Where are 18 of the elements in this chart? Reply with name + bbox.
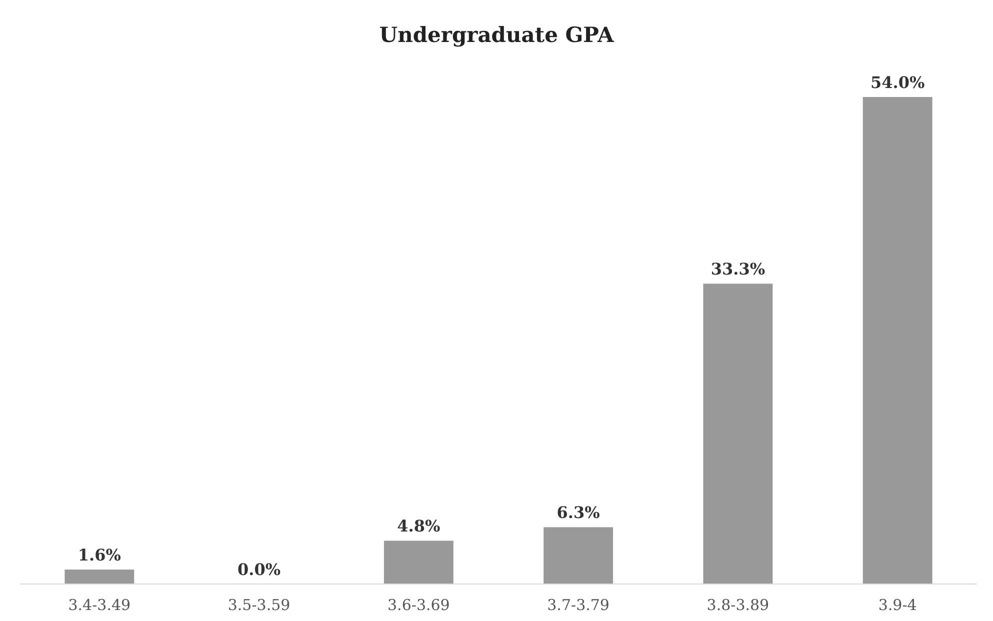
bar xyxy=(64,570,134,584)
data-label: 0.0% xyxy=(238,560,281,579)
x-tick-label: 3.7-3.79 xyxy=(547,596,610,614)
x-tick-label: 3.5-3.59 xyxy=(228,596,290,614)
data-label: 54.0% xyxy=(870,73,925,92)
bar xyxy=(384,540,454,584)
x-tick-label: 3.9-4 xyxy=(878,596,917,614)
x-tick-label: 3.8-3.89 xyxy=(706,596,770,614)
bar xyxy=(544,527,614,584)
bar xyxy=(862,97,932,584)
x-tick-label: 3.4-3.49 xyxy=(68,596,131,614)
bar xyxy=(703,284,773,584)
data-label: 4.8% xyxy=(397,516,440,536)
data-label: 1.6% xyxy=(78,546,121,565)
chart-title: Undergraduate GPA xyxy=(379,22,614,47)
x-tick-label: 3.6-3.69 xyxy=(388,596,450,614)
data-label: 6.3% xyxy=(556,503,600,522)
data-label: 33.3% xyxy=(710,260,766,279)
